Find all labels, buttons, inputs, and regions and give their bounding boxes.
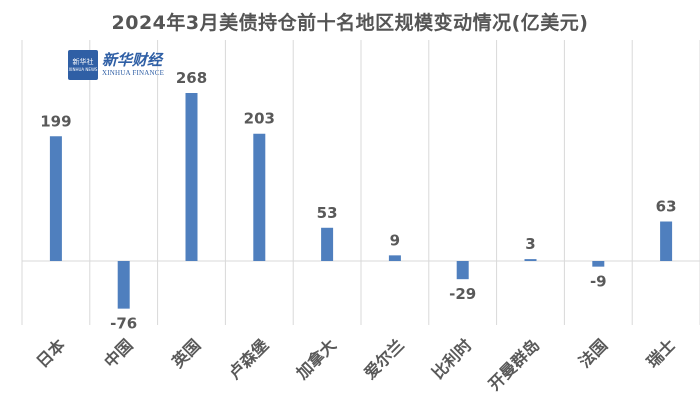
logo-text-cn: 新华财经 xyxy=(102,51,163,69)
chart-title: 2024年3月美债持仓前十名地区规模变动情况(亿美元) xyxy=(111,12,589,34)
category-label-1: 日本 xyxy=(33,335,69,371)
value-label-10: 63 xyxy=(656,198,677,216)
logo-badge-en: XINHUA NEWS xyxy=(68,67,98,72)
category-label-4: 卢森堡 xyxy=(225,335,272,382)
category-label-3: 英国 xyxy=(168,335,205,372)
logo-badge-cn: 新华社 xyxy=(72,58,94,66)
bar-10 xyxy=(660,221,673,261)
bar-7 xyxy=(456,261,469,280)
value-label-3: 268 xyxy=(176,69,207,87)
value-label-2: -76 xyxy=(110,315,137,333)
bar-3 xyxy=(185,93,198,261)
bar-8 xyxy=(524,259,537,261)
value-label-5: 53 xyxy=(317,204,338,222)
value-label-7: -29 xyxy=(449,285,476,303)
value-label-1: 199 xyxy=(40,112,71,130)
value-label-9: -9 xyxy=(590,273,607,291)
category-label-8: 开曼群岛 xyxy=(485,335,544,394)
bar-9 xyxy=(592,261,605,267)
value-labels: 199 -76 268 203 53 9 -29 3 -9 63 xyxy=(40,69,676,333)
category-label-5: 加拿大 xyxy=(292,335,340,383)
value-label-4: 203 xyxy=(244,110,275,128)
bar-4 xyxy=(253,133,266,261)
xinhua-badge-icon: 新华社 XINHUA NEWS xyxy=(68,50,98,80)
category-label-7: 比利时 xyxy=(428,335,475,382)
value-label-8: 3 xyxy=(525,235,535,253)
logo-text-en: XINHUA FINANCE xyxy=(102,69,165,77)
bar-6 xyxy=(388,255,401,261)
category-separators xyxy=(21,40,700,325)
category-label-6: 爱尔兰 xyxy=(360,335,407,382)
category-label-2: 中国 xyxy=(100,335,136,371)
bar-2 xyxy=(117,261,130,309)
bars xyxy=(49,93,673,309)
bar-1 xyxy=(49,136,62,261)
xinhua-finance-logo: 新华社 XINHUA NEWS 新华财经 XINHUA FINANCE xyxy=(68,50,164,80)
value-label-6: 9 xyxy=(390,231,400,249)
bar-5 xyxy=(321,227,334,261)
category-label-10: 瑞士 xyxy=(643,335,679,371)
category-labels: 日本 中国 英国 卢森堡 加拿大 爱尔兰 比利时 开曼群岛 法国 瑞士 xyxy=(33,335,679,394)
logo-text: 新华财经 XINHUA FINANCE xyxy=(102,52,164,78)
category-label-9: 法国 xyxy=(575,335,611,371)
